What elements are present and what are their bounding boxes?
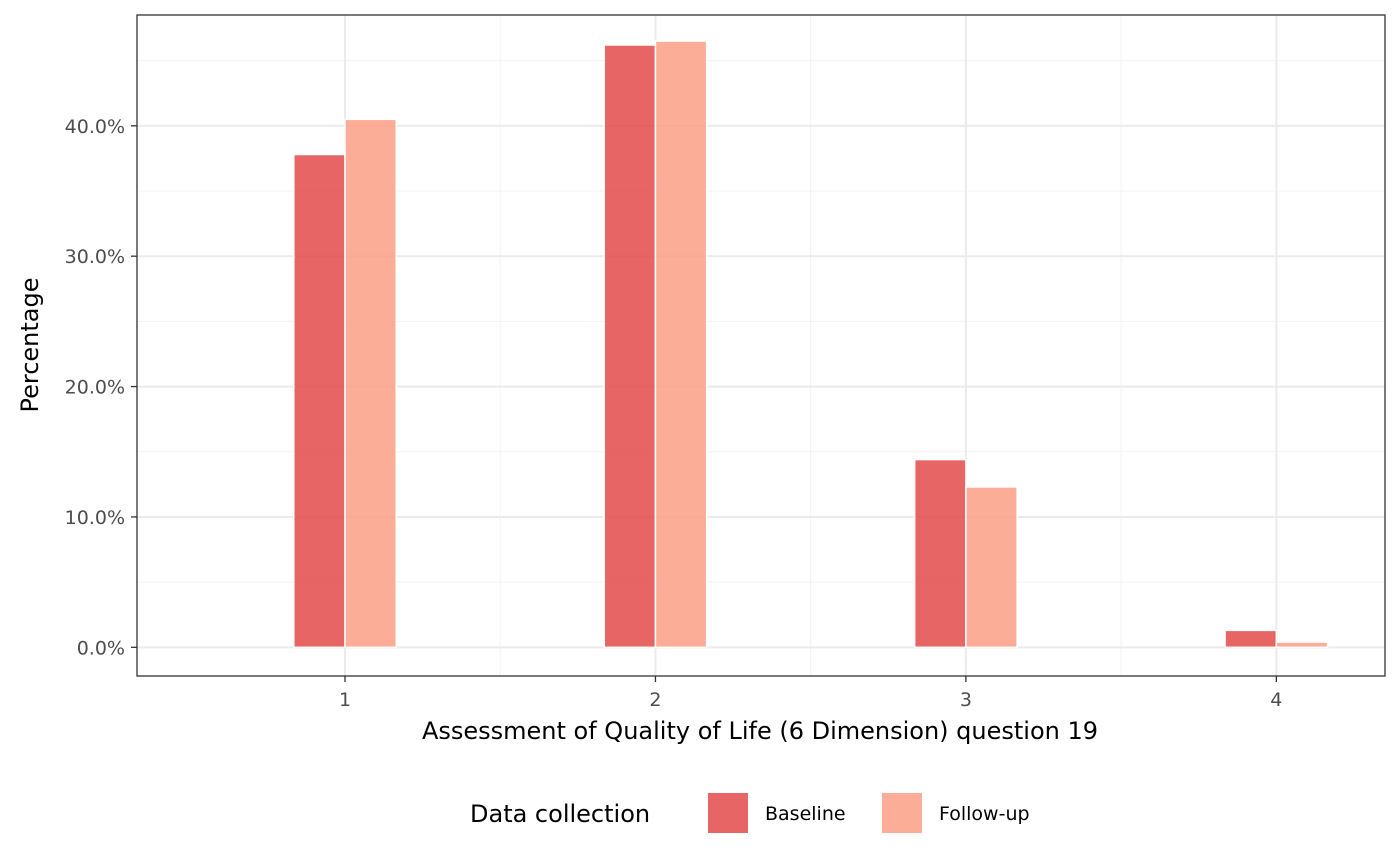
legend-items: Baseline Follow-up	[708, 793, 1030, 833]
panel-border	[136, 14, 1386, 677]
bar-follow-up-3	[965, 486, 1018, 649]
x-tick-label: 1	[339, 689, 351, 711]
legend-key-follow-up	[882, 793, 922, 833]
bar-baseline-2	[603, 44, 657, 649]
bar-follow-up-4	[1275, 641, 1329, 649]
y-tick-label: 0.0%	[77, 637, 125, 659]
bar-follow-up-2	[654, 40, 708, 649]
bar-baseline-4	[1224, 629, 1278, 649]
y-axis-title: Percentage	[16, 277, 44, 412]
y-tick-label: 10.0%	[65, 507, 125, 529]
bar-baseline-3	[913, 458, 967, 649]
bars	[293, 40, 1329, 649]
y-tick-label: 30.0%	[65, 246, 125, 268]
axis-ticks: 0.0% 10.0% 20.0% 30.0% 40.0% 1 2 3 4	[65, 116, 1283, 711]
legend-label: Follow-up	[939, 803, 1030, 825]
x-tick-label: 3	[960, 689, 972, 711]
x-tick-label: 2	[649, 689, 661, 711]
x-axis-title: Assessment of Quality of Life (6 Dimensi…	[422, 717, 1098, 745]
legend: Data collection Baseline Follow-up	[470, 793, 1030, 833]
bar-baseline-1	[293, 153, 346, 649]
legend-label: Baseline	[765, 803, 846, 825]
bar-follow-up-1	[344, 118, 397, 649]
legend-key-baseline	[708, 793, 748, 833]
y-tick-label: 40.0%	[65, 116, 125, 138]
y-tick-label: 20.0%	[65, 377, 125, 399]
x-tick-label: 4	[1270, 689, 1282, 711]
legend-title: Data collection	[470, 800, 650, 828]
